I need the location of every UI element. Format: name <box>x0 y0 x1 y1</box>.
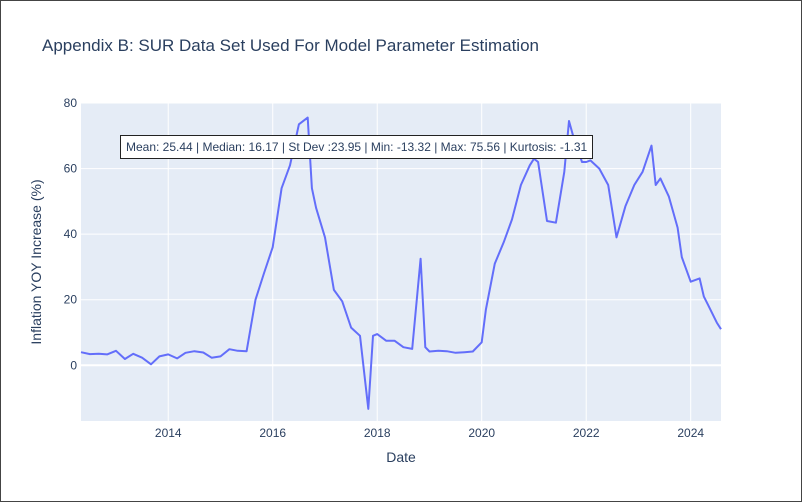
x-tick-label: 2022 <box>573 426 600 440</box>
y-tick-label: 40 <box>64 227 78 241</box>
x-tick-label: 2024 <box>677 426 704 440</box>
y-tick-label: 20 <box>64 293 78 307</box>
stats-annotation: Mean: 25.44 | Median: 16.17 | St Dev :23… <box>120 135 593 159</box>
x-tick-label: 2020 <box>468 426 495 440</box>
y-axis-title: Inflation YOY Increase (%) <box>28 179 44 344</box>
x-tick-label: 2018 <box>364 426 391 440</box>
y-tick-label: 0 <box>70 358 77 372</box>
x-axis-title: Date <box>386 449 416 465</box>
y-tick-label: 60 <box>64 162 78 176</box>
x-tick-label: 2014 <box>155 426 182 440</box>
x-tick-label: 2016 <box>259 426 286 440</box>
y-tick-label: 80 <box>64 96 78 110</box>
